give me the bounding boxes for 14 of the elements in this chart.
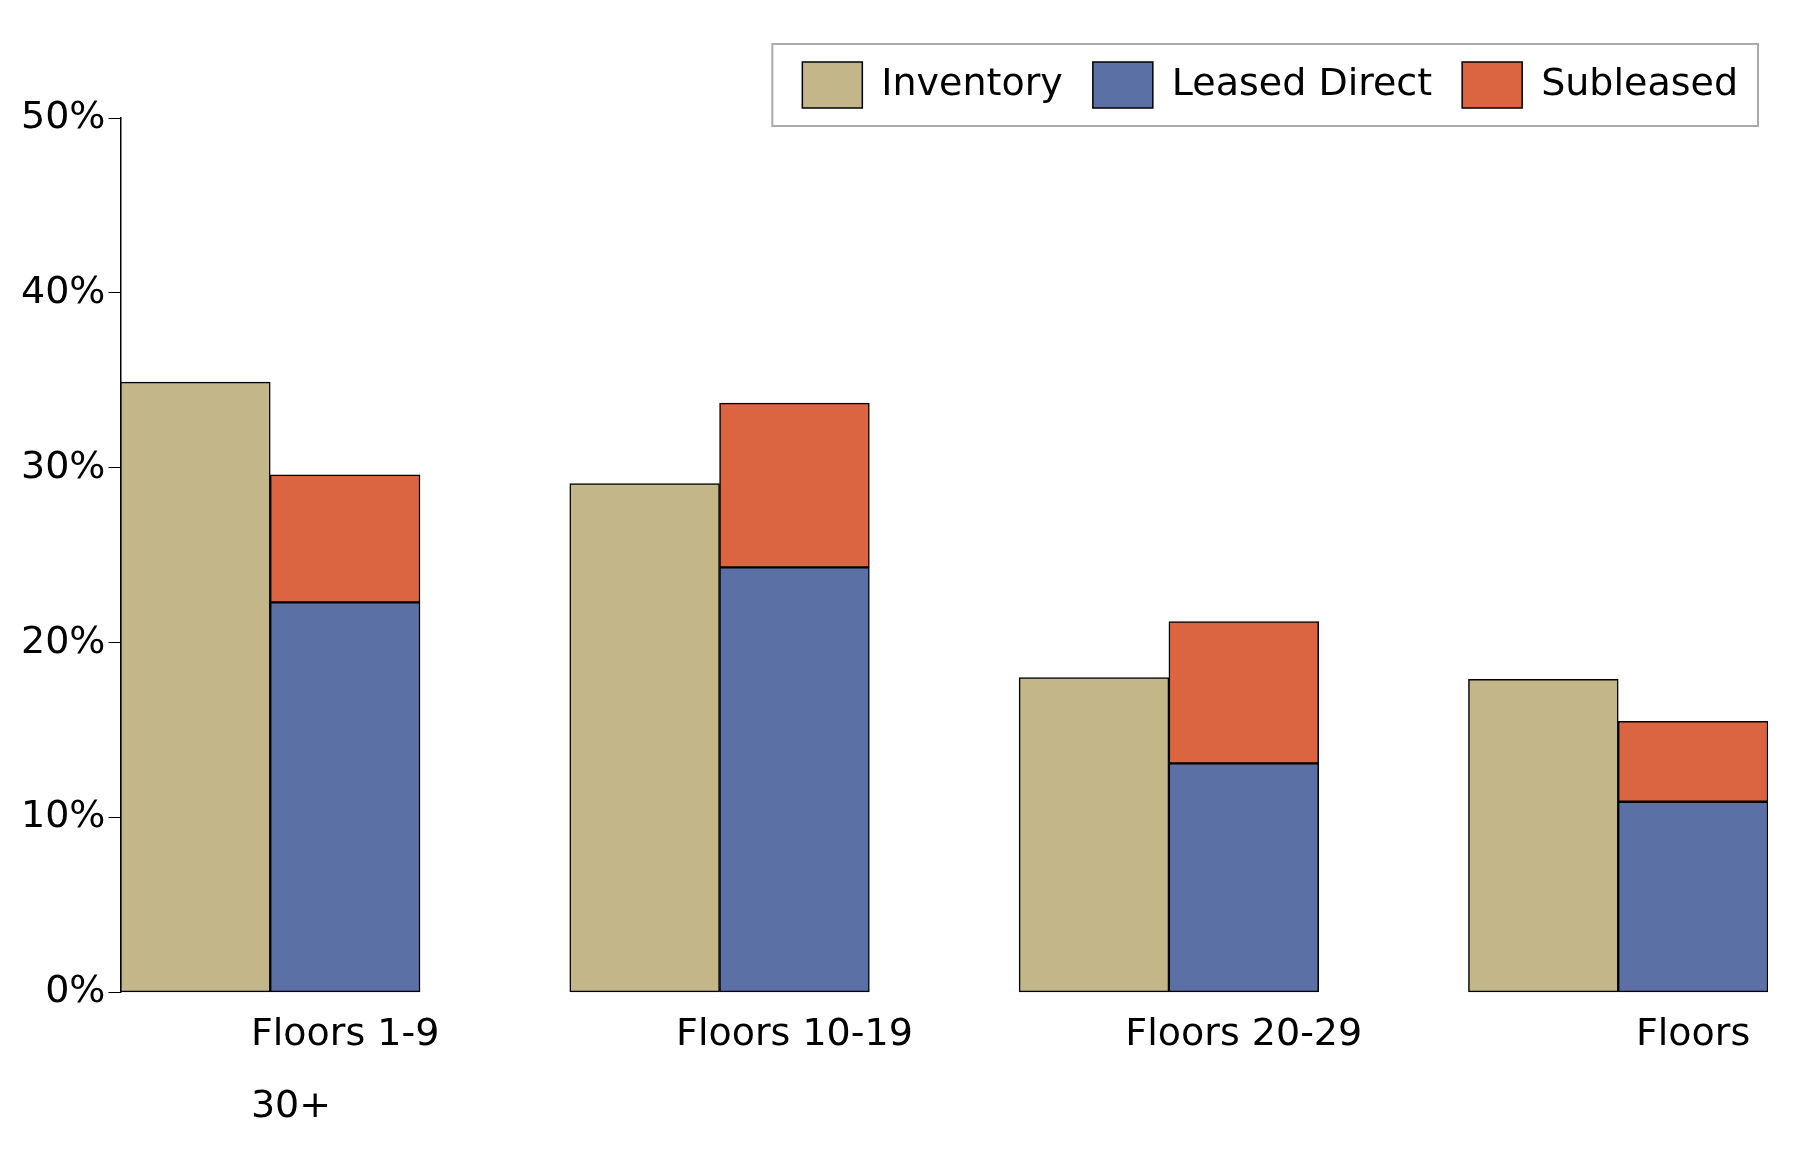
y-tick-label: 10% <box>20 792 106 837</box>
text: 30+ <box>250 1081 332 1126</box>
x-tick-label: Floors 20-29 <box>1125 1010 1363 1055</box>
legend-label: Leased Direct <box>1171 59 1433 104</box>
x-tick-label: Floors 1-9 <box>250 1010 440 1055</box>
y-tick-label: 40% <box>20 267 106 312</box>
legend-label: Inventory <box>881 59 1063 104</box>
y-tick-label: 30% <box>20 442 106 487</box>
y-tick-label: 0% <box>45 967 106 1012</box>
legend-label: Subleased <box>1541 59 1739 104</box>
x-tick-label: Floors 10-19 <box>676 1010 913 1055</box>
x-tick-label: Floors <box>1635 1010 1751 1055</box>
y-tick-label: 20% <box>20 617 106 662</box>
y-tick-label: 50% <box>20 92 106 137</box>
